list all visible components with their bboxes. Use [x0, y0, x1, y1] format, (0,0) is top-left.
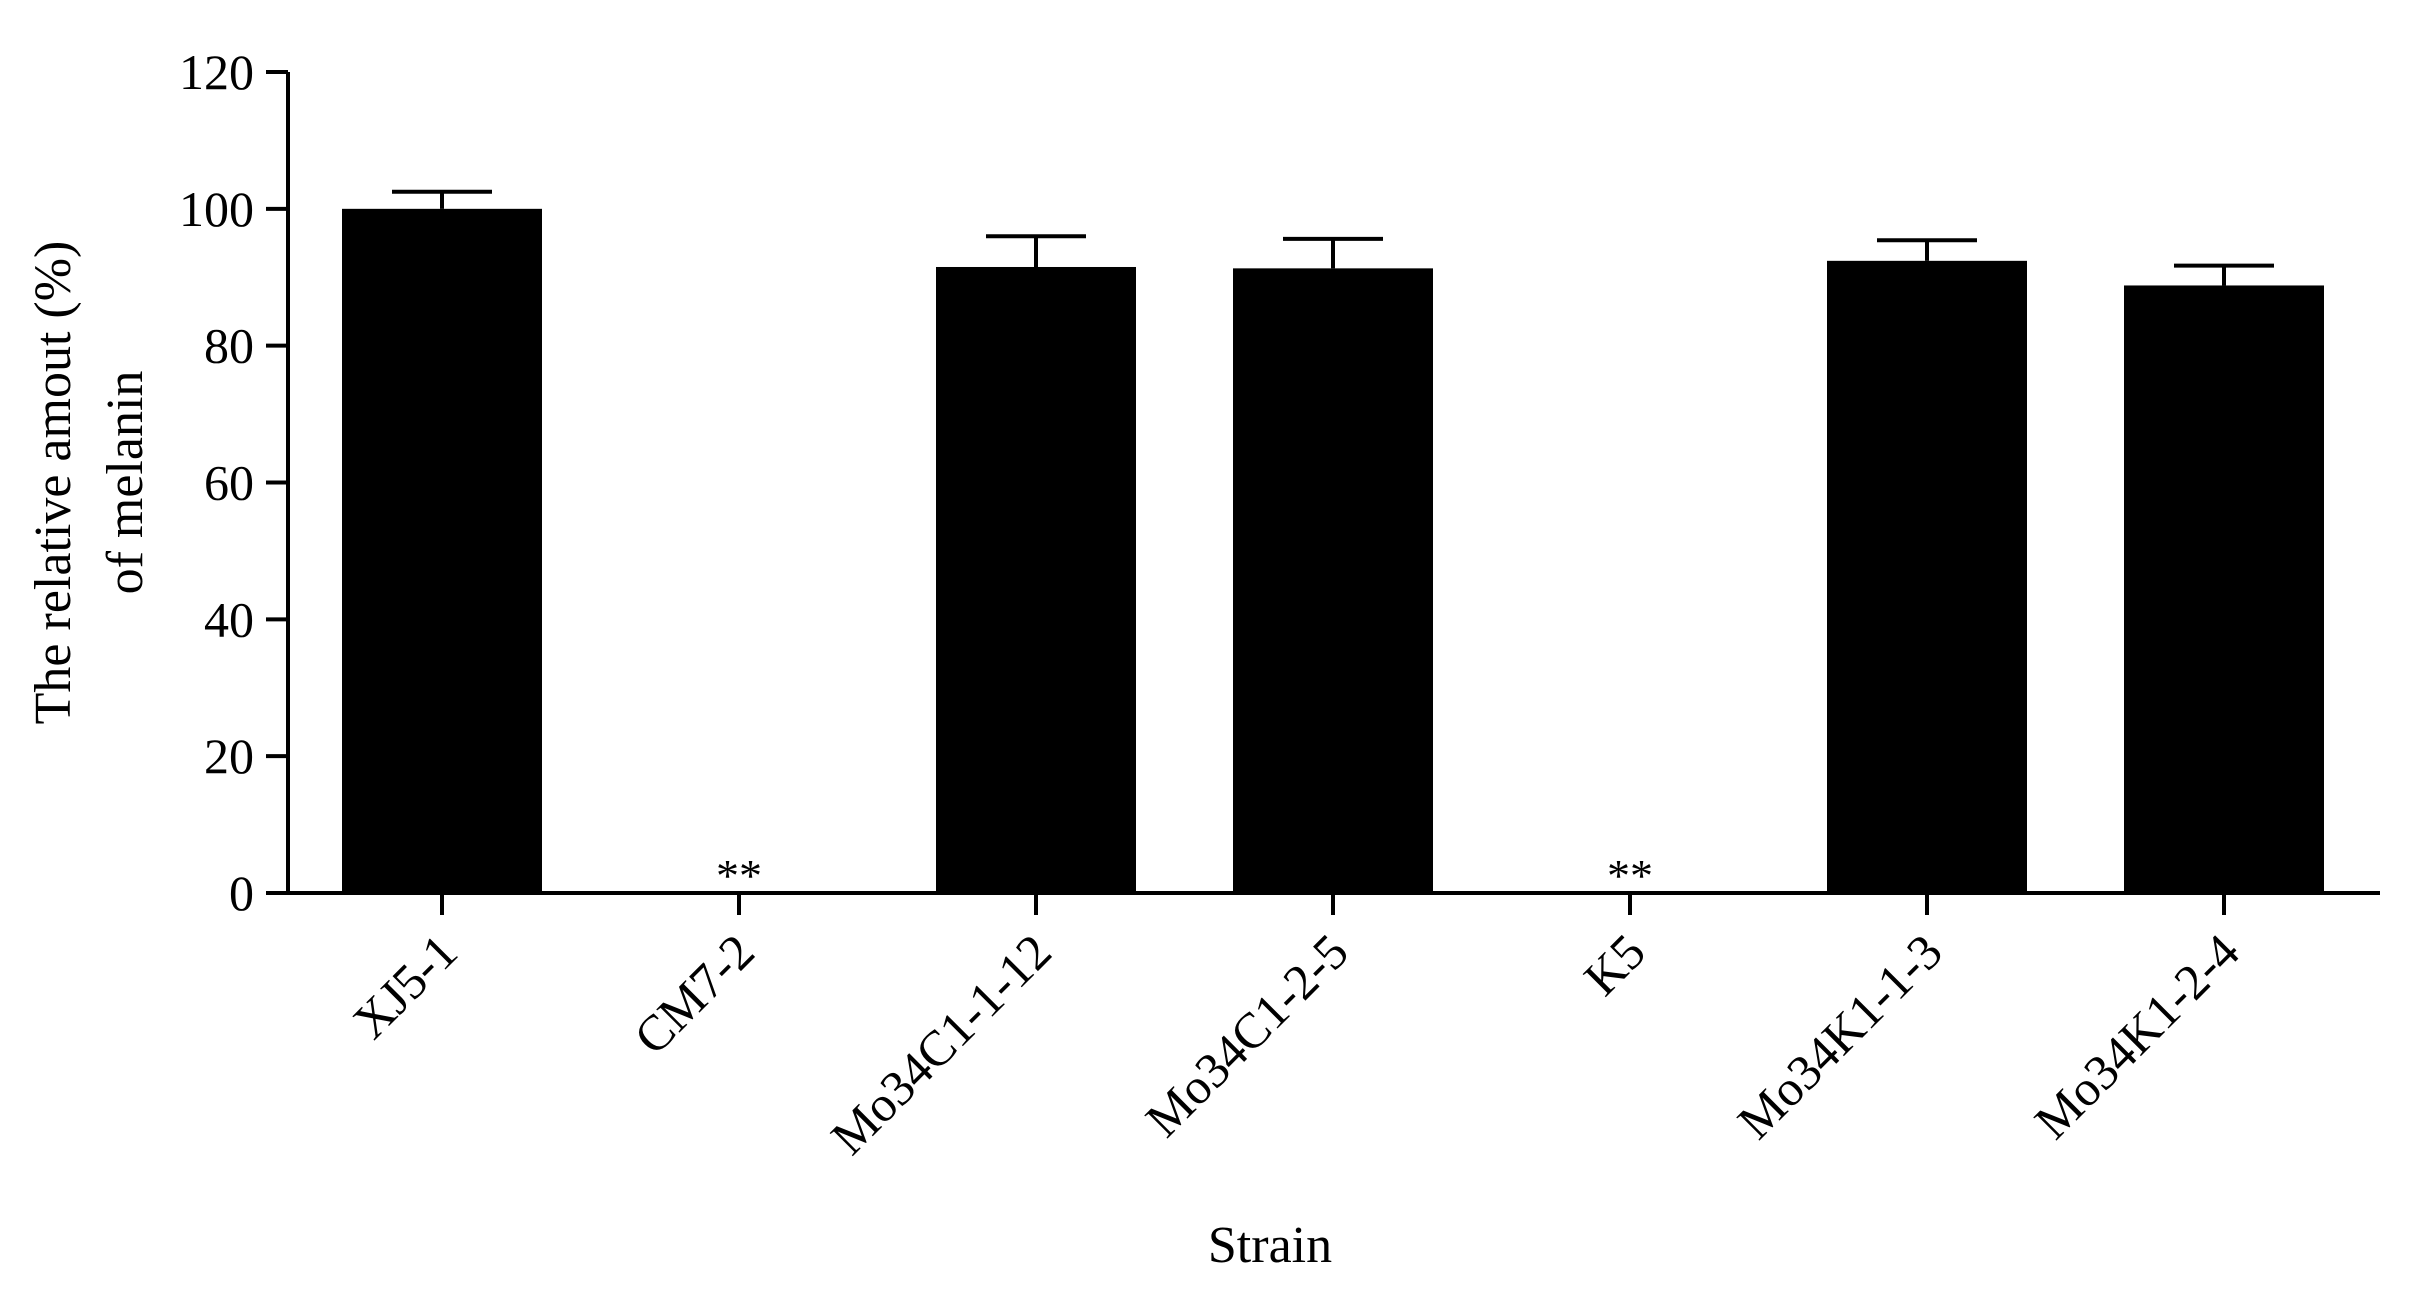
bar — [936, 266, 1136, 893]
x-axis: XJ5-1 CM7-2 Mo34C1-1-12 Mo34C1-2-5 K5 Mo34K1-… — [288, 891, 2380, 1165]
x-tick-label: Mo34K1-1-3 — [1727, 923, 1953, 1149]
y-tick-label: 80 — [204, 318, 254, 374]
y-tick-label: 120 — [179, 44, 254, 100]
y-tick-label: 20 — [204, 728, 254, 784]
significance-label: ** — [1607, 850, 1653, 901]
y-axis-title-line-1: The relative amout (%) — [25, 241, 82, 725]
x-tick-label: XJ5-1 — [342, 923, 468, 1049]
x-tick-label: K5 — [1573, 923, 1656, 1006]
y-tick-label: 0 — [229, 865, 254, 921]
x-tick-label: Mo34C1-1-12 — [820, 923, 1062, 1165]
significance-labels: ** ** — [716, 850, 1653, 901]
y-tick-label: 40 — [204, 591, 254, 647]
x-tick-label: CM7-2 — [623, 923, 765, 1065]
bar — [1233, 268, 1433, 893]
error-bars — [392, 189, 2274, 286]
x-tick-label: Mo34C1-2-5 — [1135, 923, 1359, 1147]
axis-titles: The relative amout (%) of melanin Strain — [25, 241, 1332, 1274]
x-axis-title: Strain — [1208, 1217, 1332, 1274]
x-tick-label: Mo34K1-2-4 — [2024, 923, 2250, 1149]
y-tick-label: 60 — [204, 455, 254, 511]
bar — [2124, 285, 2324, 894]
bar — [342, 208, 542, 894]
bar — [1827, 260, 2027, 894]
y-tick-label: 100 — [179, 181, 254, 237]
significance-label: ** — [716, 850, 762, 901]
y-axis-title-line-2: of melanin — [97, 371, 154, 595]
bars — [342, 208, 2324, 894]
y-axis: 0 20 40 60 80 100 120 — [179, 44, 290, 921]
